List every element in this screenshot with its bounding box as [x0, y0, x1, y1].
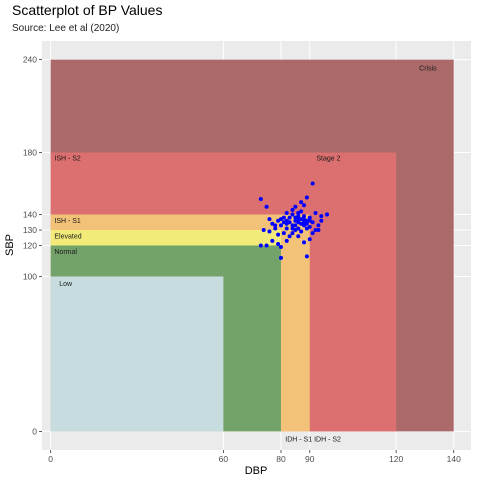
chart-title: Scatterplot of BP Values — [12, 2, 162, 18]
data-point — [287, 215, 292, 220]
data-point — [270, 238, 275, 243]
data-point — [267, 217, 272, 222]
data-point — [296, 210, 301, 215]
data-point — [264, 243, 269, 248]
bp-regions — [50, 59, 454, 432]
bottom-region-label: IDH - S1 — [285, 436, 312, 443]
data-point — [310, 231, 315, 236]
y-tick-label: 120 — [23, 241, 37, 251]
data-point — [296, 226, 301, 231]
data-point — [304, 254, 309, 259]
y-axis-title: SBP — [4, 234, 16, 256]
data-point — [267, 229, 272, 234]
y-tick-label: 240 — [23, 55, 37, 65]
x-tick-label: 80 — [276, 454, 286, 464]
x-axis-title: DBP — [245, 465, 268, 477]
data-point — [278, 245, 283, 250]
region-label: ISH - S2 — [54, 155, 81, 162]
region-label: ISH - S1 — [54, 218, 81, 225]
data-point — [287, 234, 292, 239]
data-point — [302, 203, 307, 208]
data-point — [290, 231, 295, 236]
data-point — [273, 226, 278, 231]
chart-subtitle: Source: Lee et al (2020) — [12, 23, 119, 34]
x-tick-label: 140 — [447, 454, 461, 464]
region-label: Normal — [54, 249, 77, 256]
y-tick-label: 130 — [23, 225, 37, 235]
data-point — [299, 200, 304, 205]
data-point — [290, 223, 295, 228]
data-point — [319, 214, 324, 219]
y-tick-label: 0 — [32, 426, 37, 436]
data-point — [316, 223, 321, 228]
y-tick-label: 100 — [23, 271, 37, 281]
data-point — [304, 195, 309, 200]
data-point — [307, 237, 312, 242]
data-point — [264, 204, 269, 209]
data-point — [299, 217, 304, 222]
data-point — [313, 228, 318, 233]
data-point — [302, 240, 307, 245]
data-point — [304, 226, 309, 231]
region-label: Stage 2 — [316, 155, 340, 162]
y-tick-label: 180 — [23, 148, 37, 158]
data-point — [273, 223, 278, 228]
data-point — [296, 217, 301, 222]
data-point — [293, 204, 298, 209]
data-point — [276, 232, 281, 237]
data-point — [284, 226, 289, 231]
axis-ticks: 0 60 80 90 120 140 0 100 120 130 140 180 240 — [23, 55, 461, 464]
data-point — [325, 212, 330, 217]
data-point — [319, 218, 324, 223]
region-label: Low — [59, 281, 73, 288]
region-labels: Crisis ISH - S2 Stage 2 ISH - S1 Elevated Nor… — [54, 65, 437, 443]
data-point — [284, 210, 289, 215]
x-tick-label: 60 — [219, 454, 229, 464]
data-point — [258, 197, 263, 202]
data-point — [316, 228, 321, 233]
data-point — [299, 229, 304, 234]
data-point — [284, 218, 289, 223]
data-point — [261, 228, 266, 233]
x-tick-label: 0 — [48, 454, 53, 464]
region-low — [50, 276, 224, 432]
data-points — [258, 181, 330, 260]
data-point — [278, 255, 283, 260]
data-point — [258, 243, 263, 248]
data-point — [290, 226, 295, 231]
bottom-region-label: IDH - S2 — [314, 436, 341, 443]
data-point — [296, 214, 301, 219]
region-label: Elevated — [54, 234, 81, 241]
data-point — [302, 220, 307, 225]
region-label: Crisis — [419, 65, 437, 72]
x-tick-label: 90 — [305, 454, 315, 464]
data-point — [281, 231, 286, 236]
x-tick-label: 120 — [389, 454, 403, 464]
data-point — [290, 207, 295, 212]
data-point — [307, 215, 312, 220]
data-point — [293, 223, 298, 228]
data-point — [302, 214, 307, 219]
data-point — [284, 238, 289, 243]
data-point — [276, 241, 281, 246]
data-point — [290, 212, 295, 217]
data-point — [310, 181, 315, 186]
data-point — [307, 218, 312, 223]
data-point — [281, 215, 286, 220]
data-point — [313, 210, 318, 215]
data-point — [278, 223, 283, 228]
y-tick-label: 140 — [23, 210, 37, 220]
data-point — [296, 234, 301, 239]
